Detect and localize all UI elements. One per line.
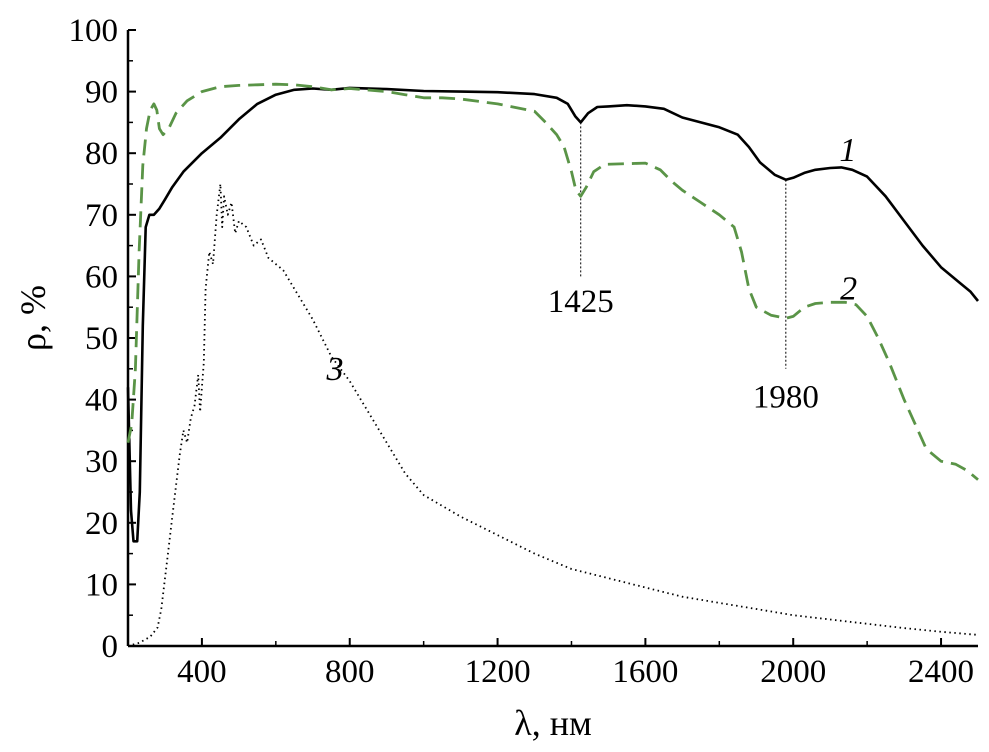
annotation-label: 1980 bbox=[753, 380, 819, 416]
x-tick-label: 400 bbox=[177, 654, 227, 690]
y-tick-label: 80 bbox=[85, 136, 118, 172]
y-tick-label: 60 bbox=[85, 259, 118, 295]
y-tick-label: 90 bbox=[85, 75, 118, 111]
annotations: 1425 1980 bbox=[548, 122, 819, 416]
series-2-label: 2 bbox=[840, 271, 857, 308]
y-tick-label: 50 bbox=[85, 321, 118, 357]
y-tick-label: 70 bbox=[85, 198, 118, 234]
axes bbox=[126, 30, 978, 648]
y-axis-label: ρ, % bbox=[13, 285, 53, 351]
series-labels: 1 2 3 bbox=[325, 132, 857, 388]
series-1-label: 1 bbox=[839, 132, 856, 169]
y-tick-label: 0 bbox=[102, 629, 119, 665]
series-1-line bbox=[126, 86, 980, 543]
series-2-line bbox=[126, 82, 979, 481]
y-tick-label: 30 bbox=[85, 444, 118, 480]
y-tick-label: 10 bbox=[85, 567, 118, 603]
series-3-line bbox=[127, 183, 979, 647]
x-tick-label: 2400 bbox=[908, 654, 974, 690]
x-tick-label: 800 bbox=[325, 654, 375, 690]
annotation-label: 1425 bbox=[548, 284, 614, 320]
x-axis-label: λ, нм bbox=[514, 703, 592, 743]
x-tick-label: 1600 bbox=[612, 654, 678, 690]
ticks: 0 10 20 30 40 50 60 70 80 90 100 400 800 1200 1600 2000… bbox=[69, 13, 975, 690]
series-3-label: 3 bbox=[325, 351, 343, 388]
y-tick-label: 100 bbox=[69, 13, 119, 49]
x-tick-label: 2000 bbox=[760, 654, 826, 690]
x-tick-label: 1200 bbox=[465, 654, 531, 690]
y-tick-label: 20 bbox=[85, 506, 118, 542]
series-lines bbox=[126, 82, 980, 647]
y-tick-label: 40 bbox=[85, 383, 118, 419]
